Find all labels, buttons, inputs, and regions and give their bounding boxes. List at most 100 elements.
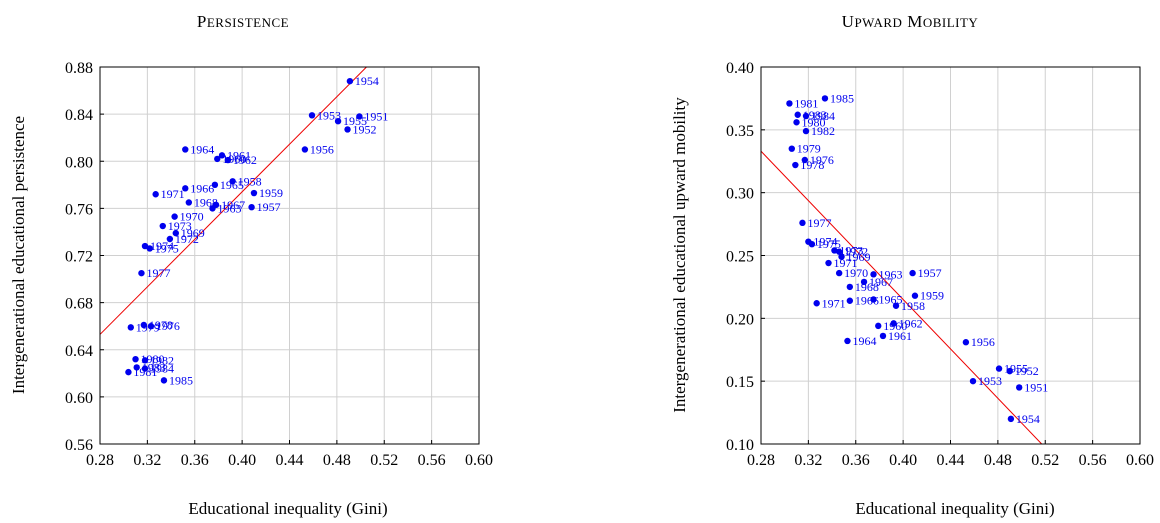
data-point bbox=[218, 152, 226, 159]
y-tick-label: 0.25 bbox=[726, 249, 754, 266]
point-label: 1976 bbox=[810, 153, 834, 167]
data-point bbox=[892, 302, 900, 309]
y-tick-label: 0.76 bbox=[65, 201, 93, 218]
point-label: 1979 bbox=[136, 320, 160, 334]
data-point bbox=[229, 178, 236, 185]
point-label: 1959 bbox=[259, 186, 283, 200]
point-label: 1953 bbox=[317, 108, 341, 122]
data-point bbox=[794, 111, 801, 118]
data-point bbox=[799, 219, 806, 227]
x-tick-label: 0.32 bbox=[133, 452, 161, 469]
y-tick-label: 0.56 bbox=[65, 437, 93, 454]
x-tick-label: 0.52 bbox=[370, 452, 398, 469]
data-point bbox=[1015, 384, 1023, 391]
data-point bbox=[838, 253, 845, 260]
point-label: 1961 bbox=[888, 329, 912, 343]
x-tick-label: 0.44 bbox=[276, 452, 304, 469]
y-tick-label: 0.64 bbox=[65, 343, 93, 360]
point-label: 1963 bbox=[218, 201, 242, 215]
y-tick-label: 0.10 bbox=[726, 437, 754, 454]
point-label: 1982 bbox=[150, 353, 174, 367]
data-point bbox=[835, 248, 843, 255]
data-point bbox=[133, 364, 140, 371]
data-point bbox=[146, 245, 153, 252]
point-label: 1980 bbox=[802, 115, 826, 129]
point-label: 1963 bbox=[879, 267, 903, 281]
x-tick-label: 0.48 bbox=[984, 452, 1012, 469]
data-point bbox=[808, 240, 816, 248]
fit-line bbox=[99, 66, 367, 335]
upward-mobility-chart: UPWARD MOBILITY 1985 19811983198419801982… bbox=[670, 12, 1154, 518]
y-tick-label: 0.40 bbox=[726, 60, 754, 77]
data-point bbox=[969, 377, 977, 385]
y-tick-label: 0.60 bbox=[65, 390, 93, 407]
point-label: 1957 bbox=[257, 200, 281, 214]
point-label: 1959 bbox=[920, 289, 944, 303]
point-label: 1966 bbox=[190, 181, 214, 195]
point-label: 1952 bbox=[353, 122, 377, 136]
data-point bbox=[356, 113, 363, 120]
point-label: 1953 bbox=[978, 374, 1002, 388]
data-point bbox=[1006, 367, 1013, 375]
point-label: 1954 bbox=[355, 74, 379, 88]
point-label: 1977 bbox=[807, 216, 831, 230]
point-label: 1956 bbox=[971, 335, 995, 349]
data-point bbox=[127, 324, 134, 331]
x-tick-label: 0.56 bbox=[1079, 452, 1107, 469]
data-point bbox=[211, 181, 219, 189]
data-point bbox=[909, 269, 916, 277]
point-label: 1958 bbox=[238, 174, 262, 188]
y-tick-label: 0.20 bbox=[726, 311, 754, 328]
x-tick-label: 0.40 bbox=[228, 452, 256, 469]
chart-title: UPWARD MOBILITY bbox=[842, 12, 979, 31]
point-label: 1968 bbox=[855, 280, 879, 294]
data-point bbox=[825, 259, 832, 267]
title-text: UPWARD MOBILITY bbox=[842, 12, 979, 31]
data-point bbox=[860, 278, 868, 286]
point-label: 1971 bbox=[834, 256, 858, 270]
point-label: 1977 bbox=[146, 266, 170, 280]
y-tick-label: 0.15 bbox=[726, 374, 754, 391]
data-point bbox=[792, 161, 799, 169]
data-point bbox=[813, 300, 820, 307]
x-tick-label: 0.56 bbox=[418, 452, 446, 469]
point-label: 1969 bbox=[847, 250, 871, 264]
point-label: 1962 bbox=[899, 316, 923, 330]
data-point bbox=[248, 203, 255, 211]
data-point bbox=[166, 235, 174, 243]
title-cap: U bbox=[842, 12, 855, 31]
data-point bbox=[132, 355, 139, 363]
point-label: 1973 bbox=[839, 243, 863, 257]
data-point bbox=[802, 112, 810, 120]
point-label: 1970 bbox=[844, 266, 868, 280]
data-point bbox=[870, 271, 877, 278]
x-tick-label: 0.32 bbox=[794, 452, 822, 469]
point-label: 1952 bbox=[1015, 364, 1039, 378]
point-label: 1951 bbox=[364, 109, 388, 123]
point-label: 1969 bbox=[181, 226, 205, 240]
point-label: 1979 bbox=[797, 142, 821, 156]
x-ticks: 0.28 0.32 0.36 0.40 0.44 0.48 0.52 0.56 0.60 bbox=[747, 440, 1154, 469]
data-point bbox=[152, 191, 159, 198]
point-label: 1971 bbox=[161, 187, 185, 201]
x-tick-label: 0.36 bbox=[842, 452, 870, 469]
point-label: 1985 bbox=[830, 91, 854, 105]
data-point bbox=[125, 368, 132, 376]
data-point bbox=[846, 297, 854, 304]
y-tick-label: 0.88 bbox=[65, 60, 93, 77]
point-label: 1951 bbox=[1024, 380, 1048, 394]
point-label: 1967 bbox=[869, 275, 893, 289]
x-ticks: 0.28 0.32 0.36 0.40 0.44 0.48 0.52 0.56 0.60 bbox=[86, 440, 493, 469]
point-label: 1971 bbox=[822, 296, 846, 310]
data-point bbox=[250, 189, 258, 197]
x-tick-label: 0.52 bbox=[1031, 452, 1059, 469]
data-point bbox=[159, 222, 166, 230]
data-point bbox=[301, 146, 309, 153]
data-point bbox=[793, 119, 800, 126]
point-label: 1978 bbox=[149, 318, 173, 332]
chart-title: PERSISTENCE bbox=[197, 12, 289, 31]
data-point bbox=[140, 321, 148, 329]
point-label: 1966 bbox=[855, 294, 879, 308]
